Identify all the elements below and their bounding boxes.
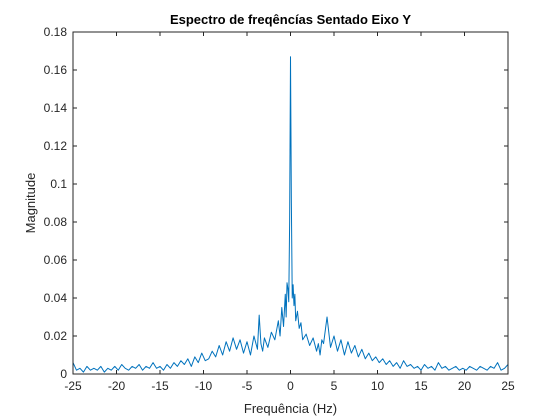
x-tick-label: -5 xyxy=(242,379,253,393)
x-tick-label: 5 xyxy=(331,379,338,393)
y-tick-label: 0.06 xyxy=(44,253,68,267)
axis-ticks: -25 -20 -15 -10 -5 0 5 10 15 20 25 0 0.02 0.04 0.06 0.0… xyxy=(44,25,515,393)
y-tick-label: 0.04 xyxy=(44,291,68,305)
x-tick-label: -20 xyxy=(108,379,126,393)
y-tick-label: 0.12 xyxy=(44,139,68,153)
y-tick-label: 0.18 xyxy=(44,25,68,39)
x-tick-label: 15 xyxy=(414,379,428,393)
chart-title: Espectro de freqêncías Sentado Eixo Y xyxy=(170,12,411,27)
plot-frame xyxy=(72,31,509,375)
spectrum-series-line xyxy=(72,56,509,373)
y-tick-label: 0.02 xyxy=(44,329,68,343)
y-tick-label: 0.14 xyxy=(44,101,68,115)
y-tick-label: 0.08 xyxy=(44,215,68,229)
x-axis-label: Frequência (Hz) xyxy=(244,401,337,416)
x-tick-label: -15 xyxy=(151,379,169,393)
x-tick-label: 25 xyxy=(501,379,515,393)
x-tick-label: 0 xyxy=(287,379,294,393)
series-layer xyxy=(72,56,509,373)
x-tick-label: 10 xyxy=(371,379,385,393)
y-tick-label: 0 xyxy=(60,367,67,381)
y-tick-label: 0.16 xyxy=(44,63,68,77)
y-tick-label: 0.1 xyxy=(50,177,67,191)
x-tick-label: -10 xyxy=(195,379,213,393)
x-tick-label: -25 xyxy=(64,379,82,393)
x-tick-label: 20 xyxy=(458,379,472,393)
y-axis-label: Magnitude xyxy=(23,173,38,234)
